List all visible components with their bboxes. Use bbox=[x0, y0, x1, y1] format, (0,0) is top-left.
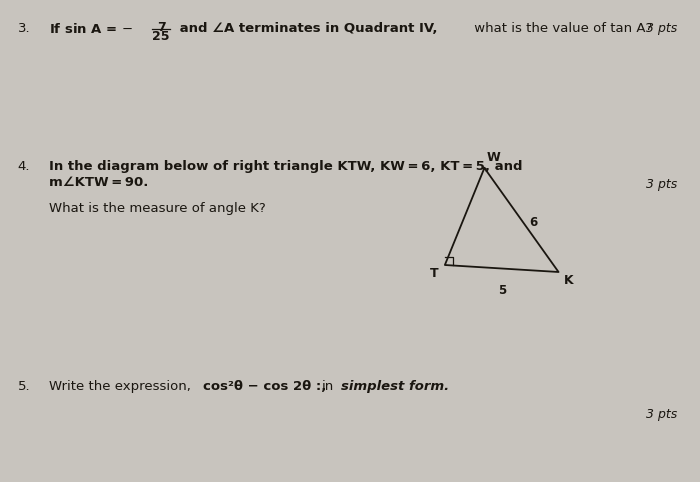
Text: 3 pts: 3 pts bbox=[646, 178, 677, 191]
Text: W: W bbox=[486, 151, 500, 164]
Text: If sin A = $-$: If sin A = $-$ bbox=[50, 22, 134, 36]
Text: K: K bbox=[564, 274, 573, 287]
Text: 3.: 3. bbox=[18, 22, 30, 35]
Text: m∠KTW = 90.: m∠KTW = 90. bbox=[50, 176, 149, 189]
Text: T: T bbox=[430, 267, 439, 280]
Text: 5: 5 bbox=[498, 284, 506, 297]
Text: 6: 6 bbox=[529, 215, 538, 228]
Text: and ∠A terminates in Quadrant IV,: and ∠A terminates in Quadrant IV, bbox=[175, 22, 438, 35]
Text: in: in bbox=[321, 380, 333, 393]
Text: 3 pts: 3 pts bbox=[646, 22, 677, 35]
Text: 25: 25 bbox=[153, 30, 170, 43]
Text: 7: 7 bbox=[157, 21, 165, 34]
Text: 3 pts: 3 pts bbox=[646, 408, 677, 421]
Text: what is the value of tan A?: what is the value of tan A? bbox=[470, 22, 652, 35]
Text: Write the expression,: Write the expression, bbox=[50, 380, 191, 393]
Text: 5.: 5. bbox=[18, 380, 30, 393]
Text: cos²θ − cos 2θ :,: cos²θ − cos 2θ :, bbox=[203, 380, 326, 393]
Text: simplest form.: simplest form. bbox=[341, 380, 449, 393]
Text: What is the measure of angle K?: What is the measure of angle K? bbox=[50, 202, 266, 215]
Text: 4.: 4. bbox=[18, 160, 30, 173]
Text: In the diagram below of right triangle KTW, KW = 6, KT = 5, and: In the diagram below of right triangle K… bbox=[50, 160, 523, 173]
